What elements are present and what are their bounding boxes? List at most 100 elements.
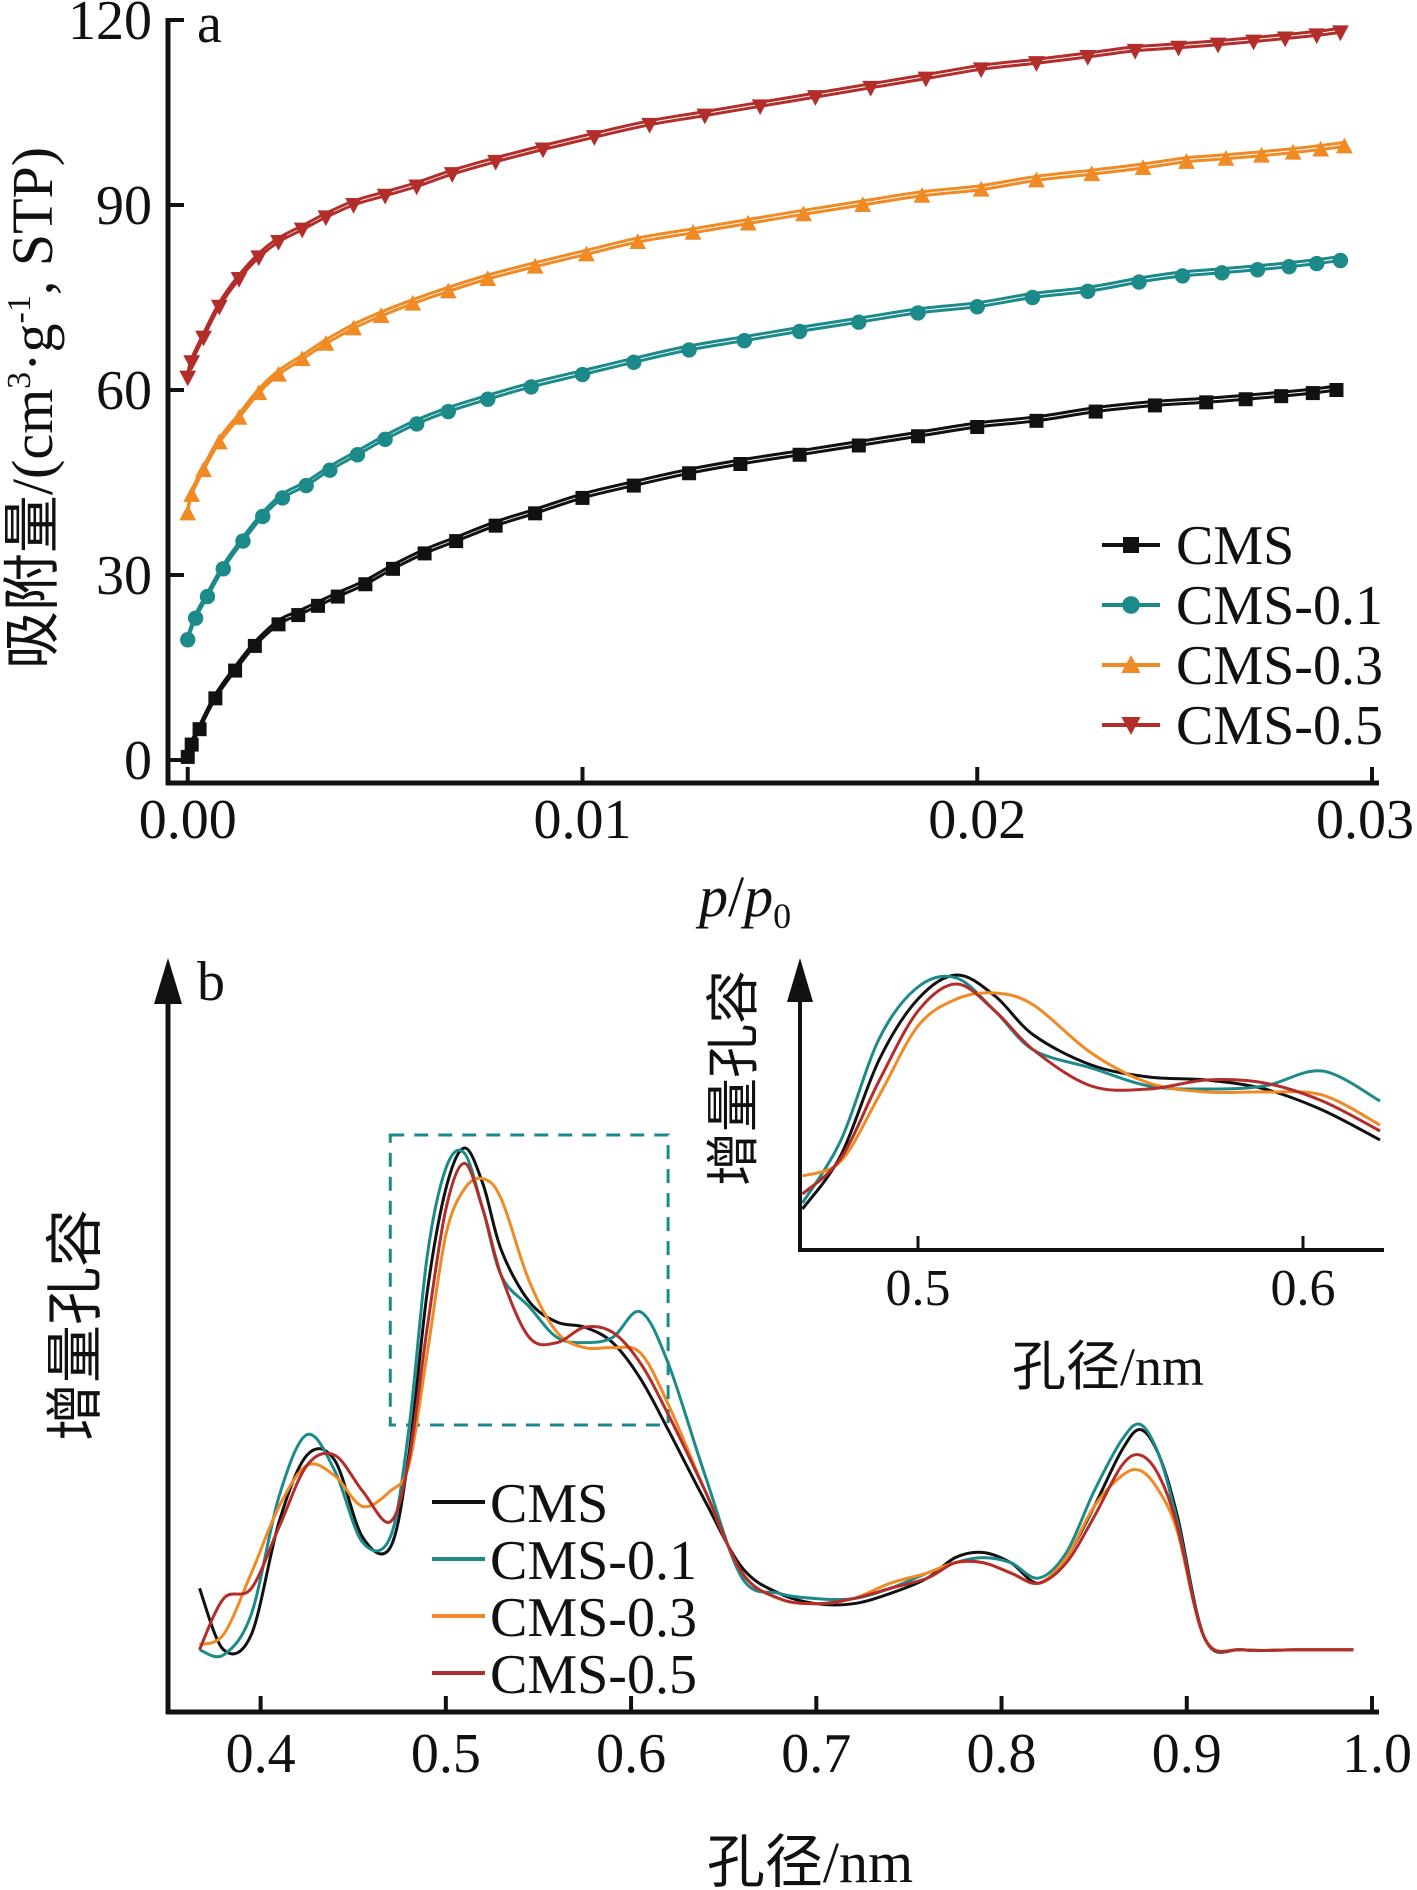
panel-a-x-tick-label: 0.02 <box>928 789 1026 851</box>
panel-a-series-cms-03 <box>179 137 1353 521</box>
panel-b-zoom-box <box>388 1133 670 1427</box>
data-point <box>311 598 326 613</box>
inset-series <box>802 973 1381 1210</box>
data-point <box>479 270 497 286</box>
data-point <box>1217 150 1235 166</box>
data-point <box>682 466 697 481</box>
data-point <box>439 282 457 299</box>
panel-a-y-tick-label: 60 <box>96 360 152 422</box>
data-point <box>488 518 503 533</box>
data-point <box>792 447 807 462</box>
data-point <box>210 433 228 450</box>
panel-a-series-cms-01 <box>180 252 1349 648</box>
inset-x-tick-label: 0.5 <box>886 1260 951 1317</box>
legend-label: CMS-0.3 <box>490 1587 697 1649</box>
data-point <box>806 90 824 106</box>
legend-label: CMS <box>490 1473 608 1535</box>
panel-b-x-tick-label: 0.6 <box>596 1723 666 1785</box>
data-point <box>795 205 812 222</box>
panel-b-x-tick-label: 1.0 <box>1342 1723 1412 1785</box>
panel-a-y-tick-label: 90 <box>96 175 152 237</box>
inset-x-axis-title: 孔径/nm <box>1012 1337 1204 1397</box>
data-point <box>386 561 401 576</box>
data-point <box>972 180 990 197</box>
data-point <box>293 222 311 239</box>
panel-b-x-tick-label: 0.4 <box>226 1723 296 1785</box>
data-point <box>345 198 362 214</box>
data-point <box>298 477 314 494</box>
data-point <box>1178 153 1195 169</box>
legend-marker <box>1121 655 1141 673</box>
inset-y-axis-title: 增量孔容 <box>704 970 764 1186</box>
data-point <box>183 486 201 502</box>
panel-b-inset: 0.5 0.6 增量孔容 孔径/nm <box>704 958 1384 1397</box>
data-point <box>255 508 271 525</box>
data-point <box>322 462 338 478</box>
data-point <box>1284 143 1302 160</box>
data-point <box>180 749 195 764</box>
data-point <box>235 533 251 549</box>
data-point <box>274 490 291 506</box>
desorption-line <box>186 140 1345 510</box>
data-point <box>910 305 926 321</box>
legend-marker <box>1121 717 1141 735</box>
data-point <box>1080 283 1096 300</box>
data-point <box>1332 25 1349 42</box>
data-point <box>626 478 641 493</box>
legend-label: CMS-0.1 <box>1176 575 1383 637</box>
data-point <box>534 142 552 159</box>
data-point <box>230 272 248 288</box>
data-point <box>293 350 311 367</box>
data-point <box>1028 171 1045 188</box>
panel-a-y-tick-label: 120 <box>68 0 152 52</box>
inset-x-ticks: 0.5 0.6 <box>886 1236 1336 1317</box>
data-point <box>250 384 268 401</box>
panel-a-series <box>179 25 1353 764</box>
data-point <box>230 409 248 425</box>
data-point <box>443 167 461 183</box>
desorption-line <box>186 384 1337 754</box>
data-point <box>408 179 426 196</box>
panel-b-series-cms <box>198 1146 1354 1656</box>
data-point <box>641 117 658 134</box>
panel-a-x-tick-label: 0.01 <box>533 789 631 851</box>
data-point <box>1276 31 1294 48</box>
data-point <box>480 391 496 407</box>
data-point <box>626 354 642 370</box>
panel-a-y-axis-title: 吸附量/(cm3·g-1, STP) <box>0 147 65 669</box>
data-point <box>585 130 603 146</box>
data-point <box>526 257 544 274</box>
data-point <box>349 447 366 463</box>
inset-series-cms-03 <box>802 991 1381 1178</box>
data-point <box>969 299 985 315</box>
data-point <box>417 546 432 561</box>
data-point <box>791 323 808 340</box>
data-point <box>970 420 985 434</box>
legend-label: CMS-0.3 <box>1176 635 1383 697</box>
panel-a-series-cms-05 <box>179 25 1349 387</box>
data-point <box>739 214 757 231</box>
data-point <box>1309 255 1325 272</box>
data-point <box>733 457 748 471</box>
data-point <box>917 71 935 88</box>
data-point <box>271 617 286 632</box>
data-point <box>751 99 769 116</box>
data-point <box>681 342 697 358</box>
data-point <box>449 534 464 549</box>
panel-b-series <box>198 1146 1354 1659</box>
data-point <box>1249 262 1266 278</box>
data-point <box>1083 165 1101 182</box>
inset-series-cms <box>802 973 1381 1210</box>
legend-label: CMS <box>1176 515 1294 577</box>
data-point <box>684 224 702 240</box>
data-point <box>440 403 456 420</box>
data-point <box>1134 159 1152 175</box>
data-point <box>210 299 228 316</box>
data-point <box>578 245 595 262</box>
data-point <box>179 504 197 521</box>
data-point <box>228 663 243 678</box>
data-point <box>487 154 505 171</box>
data-point <box>696 108 714 125</box>
data-point <box>408 416 425 432</box>
